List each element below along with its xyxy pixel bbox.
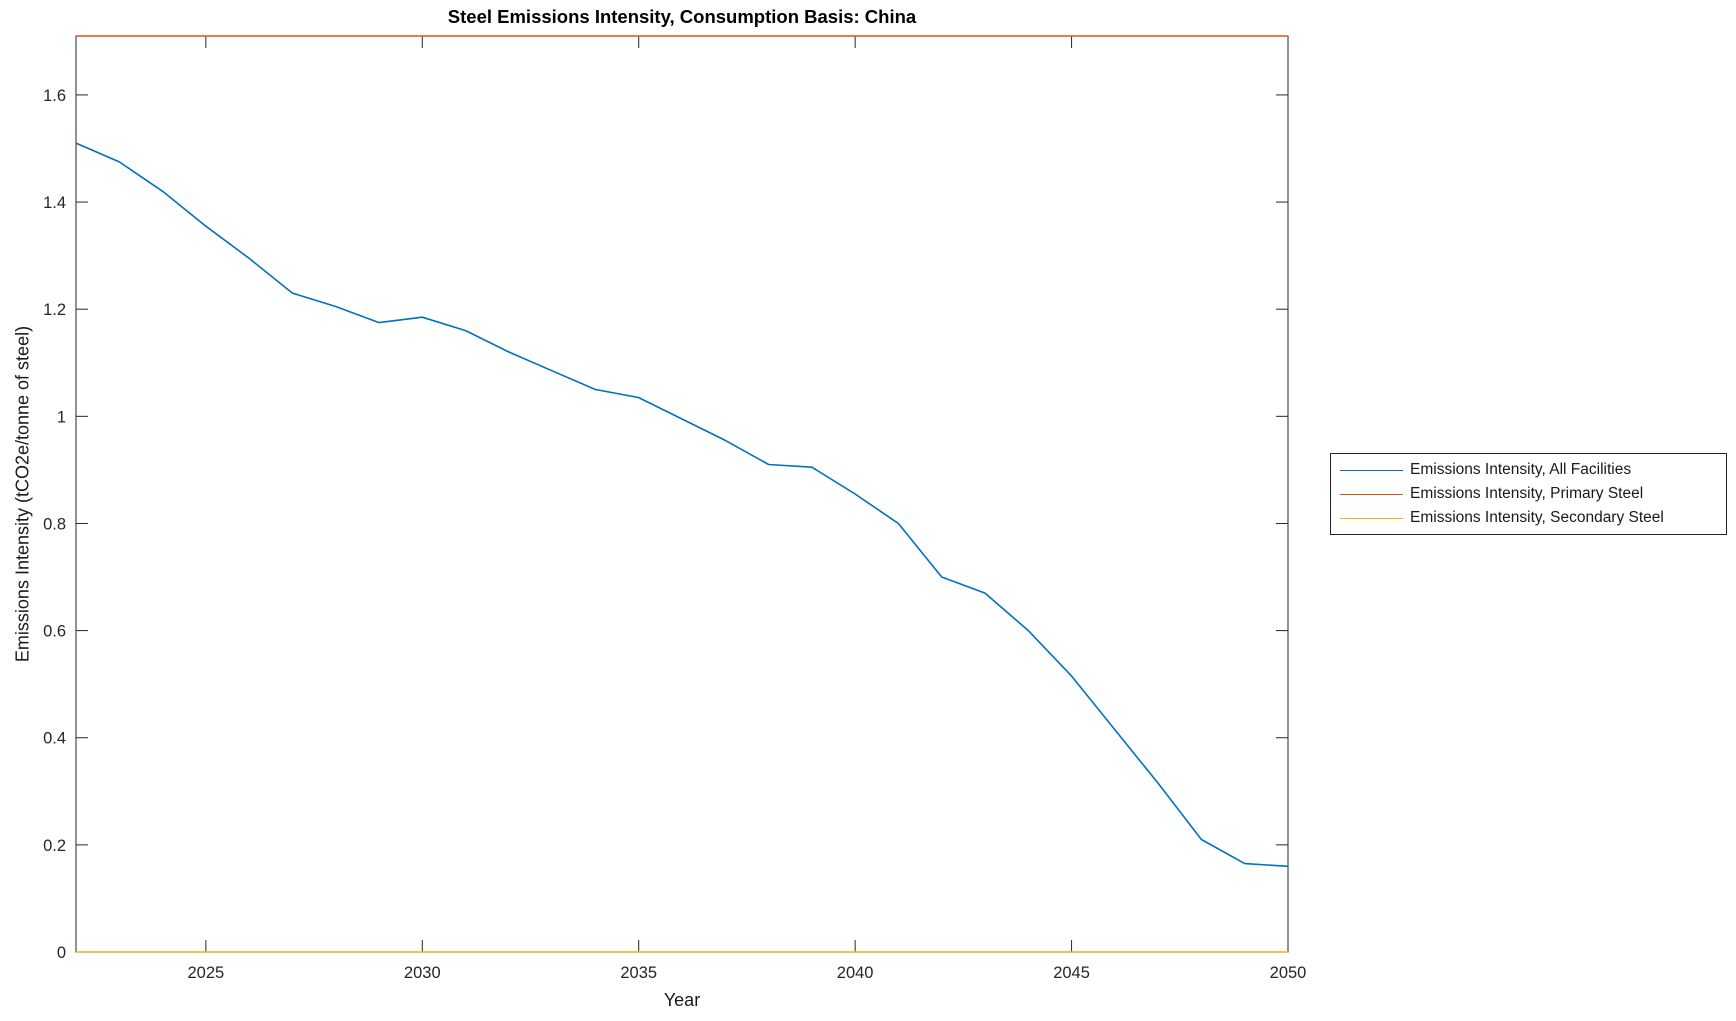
y-tick-label: 1	[57, 408, 66, 426]
legend-sample-line	[1340, 469, 1403, 471]
x-tick-label: 2045	[1053, 964, 1090, 982]
x-tick-label: 2030	[404, 964, 441, 982]
x-tick-label: 2050	[1270, 964, 1307, 982]
legend-label: Emissions Intensity, Primary Steel	[1410, 485, 1644, 502]
series-line-emissions-intensity-all-facilities	[75, 142, 1289, 868]
legend-sample-line	[1340, 493, 1403, 495]
y-axis-label: Emissions Intensity (tCO2e/tonne of stee…	[12, 325, 33, 663]
y-tick-label: 0.4	[43, 730, 66, 748]
chart-title: Steel Emissions Intensity, Consumption B…	[447, 6, 917, 27]
legend-label: Emissions Intensity, All Facilities	[1410, 461, 1632, 478]
y-tick-label: 0	[57, 944, 66, 962]
y-tick-label: 1.6	[43, 87, 66, 105]
x-axis-label: Year	[663, 990, 701, 1010]
y-tick-label: 0.8	[43, 515, 66, 533]
legend-sample-line	[1340, 517, 1403, 519]
x-tick-label: 2035	[620, 964, 657, 982]
y-tick-label: 1.4	[43, 194, 66, 212]
axes-box	[75, 35, 1289, 953]
y-tick-label: 0.6	[43, 623, 66, 641]
y-tick-label: 0.2	[43, 837, 66, 855]
legend-item: Emissions Intensity, Secondary Steel	[1331, 509, 1726, 527]
x-tick-label: 2025	[187, 964, 224, 982]
x-tick-label: 2040	[837, 964, 874, 982]
legend-item: Emissions Intensity, All Facilities	[1331, 461, 1726, 479]
legend: Emissions Intensity, All Facilities Emis…	[1330, 453, 1727, 535]
y-tick-label: 1.2	[43, 301, 66, 319]
legend-item: Emissions Intensity, Primary Steel	[1331, 485, 1726, 503]
legend-label: Emissions Intensity, Secondary Steel	[1410, 509, 1664, 526]
